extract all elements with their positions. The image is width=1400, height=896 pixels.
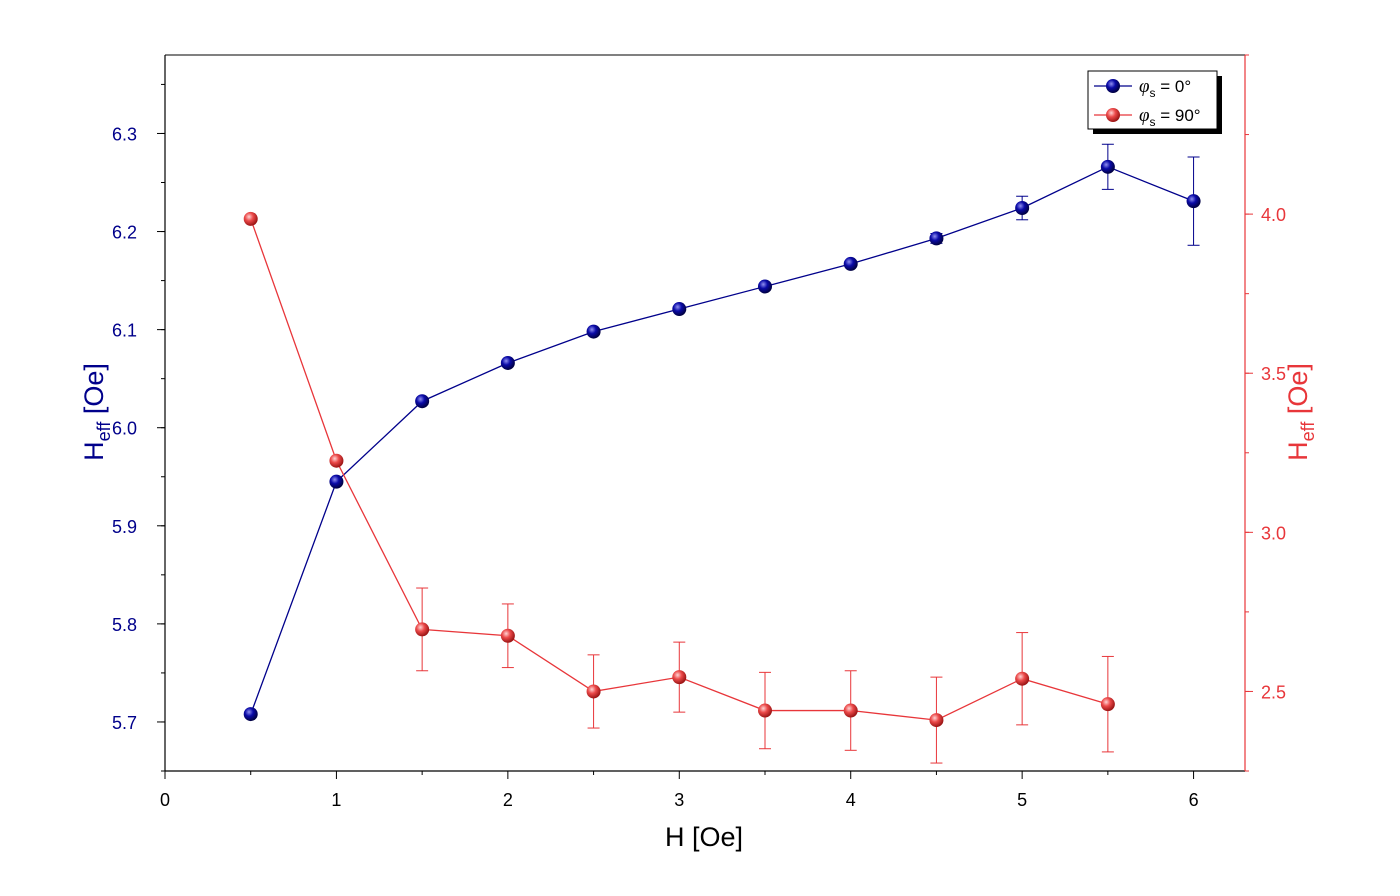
data-point bbox=[758, 703, 772, 718]
data-point bbox=[329, 453, 344, 468]
y-left-tick-label: 5.9 bbox=[112, 517, 137, 537]
y-axis-label-right: Heff [Oe] bbox=[1283, 363, 1318, 461]
data-point bbox=[415, 622, 430, 637]
data-point bbox=[843, 256, 858, 271]
y-right-tick-label: 2.5 bbox=[1261, 682, 1286, 702]
data-point bbox=[415, 394, 430, 409]
data-point bbox=[243, 707, 258, 722]
series-1 bbox=[243, 143, 1201, 722]
legend: φs = 0° φs = 90° bbox=[1087, 70, 1222, 134]
x-axis: 0 1 2 3 4 5 6 bbox=[160, 771, 1199, 810]
data-point bbox=[243, 211, 258, 226]
data-point bbox=[1100, 159, 1115, 174]
y-axis-label-left: Heff [Oe] bbox=[79, 363, 114, 461]
legend-label: φs = 0° bbox=[1139, 76, 1191, 100]
data-point bbox=[1015, 201, 1030, 216]
y-right-tick-label: 4.0 bbox=[1261, 205, 1286, 225]
y-right-tick-label: 3.0 bbox=[1261, 523, 1286, 543]
data-point bbox=[586, 324, 601, 339]
data-point bbox=[586, 684, 601, 699]
data-point bbox=[672, 670, 687, 685]
legend-marker bbox=[1106, 108, 1120, 122]
x-tick-label: 5 bbox=[1017, 790, 1027, 810]
series-line bbox=[250, 166, 1194, 715]
legend-item: φs = 0° bbox=[1094, 76, 1191, 100]
y-left-tick-label: 5.7 bbox=[112, 713, 137, 733]
data-point bbox=[500, 628, 515, 643]
legend-marker bbox=[1106, 79, 1120, 93]
data-point bbox=[1186, 194, 1201, 209]
x-axis-label: H [Oe] bbox=[665, 822, 743, 852]
data-point bbox=[758, 279, 772, 294]
y-right-tick-label: 3.5 bbox=[1261, 364, 1286, 384]
x-tick-label: 3 bbox=[674, 790, 684, 810]
data-point bbox=[672, 302, 687, 317]
x-tick-label: 4 bbox=[846, 790, 856, 810]
data-point bbox=[1100, 697, 1115, 712]
data-point bbox=[843, 703, 858, 718]
y-left-tick-label: 6.2 bbox=[112, 223, 137, 243]
x-tick-label: 2 bbox=[503, 790, 513, 810]
y-axis-left: 5.7 5.8 5.9 6.0 6.1 6.2 6.3 bbox=[112, 83, 165, 772]
legend-label: φs = 90° bbox=[1139, 105, 1201, 129]
series-2 bbox=[243, 211, 1115, 764]
series-layer bbox=[243, 143, 1201, 764]
data-point bbox=[929, 231, 944, 246]
y-axis-right: 2.5 3.0 3.5 4.0 bbox=[1245, 54, 1286, 772]
y-left-tick-label: 6.0 bbox=[112, 419, 137, 439]
plot-frame bbox=[164, 54, 1246, 772]
y-left-tick-label: 6.3 bbox=[112, 124, 137, 144]
data-point bbox=[1015, 671, 1030, 686]
legend-item: φs = 90° bbox=[1094, 105, 1201, 129]
x-tick-label: 1 bbox=[331, 790, 341, 810]
y-left-tick-label: 5.8 bbox=[112, 615, 137, 635]
x-tick-label: 6 bbox=[1189, 790, 1199, 810]
data-point bbox=[329, 474, 344, 489]
data-point bbox=[929, 713, 944, 728]
y-left-tick-label: 6.1 bbox=[112, 321, 137, 341]
x-tick-label: 0 bbox=[160, 790, 170, 810]
data-point bbox=[500, 355, 515, 370]
